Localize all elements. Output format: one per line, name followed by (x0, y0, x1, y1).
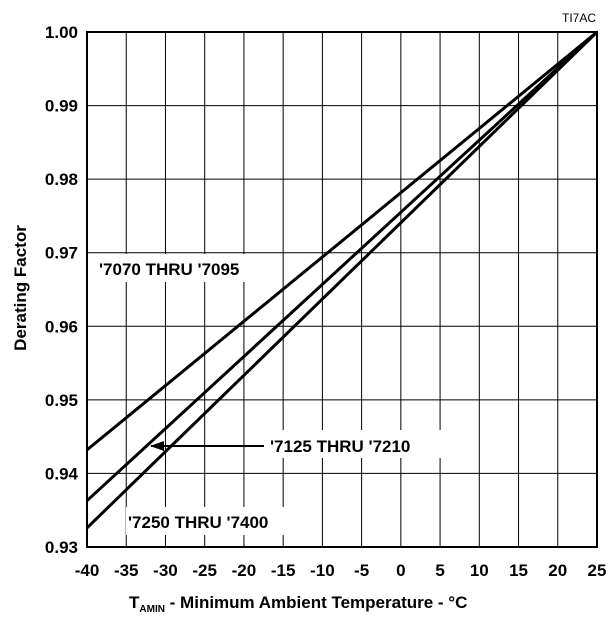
x-tick-label: 10 (470, 561, 489, 580)
x-tick-label: -10 (310, 561, 335, 580)
y-tick-label: 0.93 (45, 538, 78, 557)
x-tick-label: 0 (396, 561, 405, 580)
x-tick-label: -35 (114, 561, 139, 580)
y-tick-label: 1.00 (45, 23, 78, 42)
y-tick-label: 0.95 (45, 391, 78, 410)
series-line-2 (85, 30, 599, 502)
annotation-7250-7400: '7250 THRU '7400 (128, 513, 268, 532)
grid (87, 32, 597, 547)
y-tick-label: 0.97 (45, 244, 78, 263)
x-tick-label: -20 (232, 561, 257, 580)
x-tick-label: 15 (509, 561, 528, 580)
annotation-7125-7210: '7125 THRU '7210 (270, 437, 410, 456)
x-axis-title-main: T (129, 593, 140, 612)
label-background-7125 (266, 430, 462, 458)
x-tick-label: -25 (192, 561, 217, 580)
x-tick-label: -5 (354, 561, 369, 580)
x-tick-label: 20 (548, 561, 567, 580)
label-background-7070 (97, 254, 277, 282)
x-axis-title-rest: - Minimum Ambient Temperature - °C (165, 593, 467, 612)
y-tick-label: 0.99 (45, 97, 78, 116)
y-tick-label: 0.96 (45, 317, 78, 336)
x-tick-label: -30 (153, 561, 178, 580)
series-line-1 (86, 30, 598, 452)
x-axis-title: TAMIN - Minimum Ambient Temperature - °C (129, 593, 467, 615)
x-tick-labels: -40 -35 -30 -25 -20 -15 -10 -5 0 5 10 15 20 25 (75, 561, 607, 580)
x-tick-label: -15 (271, 561, 296, 580)
annotation-7070-7095: '7070 THRU '7095 (99, 260, 239, 279)
x-tick-label: 25 (588, 561, 607, 580)
x-tick-label: 5 (435, 561, 444, 580)
figure-id: TI7AC (562, 11, 596, 25)
label-background-7250 (126, 507, 302, 535)
x-axis-title-subscript: AMIN (139, 604, 165, 615)
x-tick-label: -40 (75, 561, 100, 580)
y-tick-labels: 0.93 0.94 0.95 0.96 0.97 0.98 0.99 1.00 (45, 23, 79, 557)
y-tick-label: 0.94 (45, 464, 79, 483)
y-tick-label: 0.98 (45, 170, 78, 189)
y-axis-title: Derating Factor (11, 225, 30, 351)
plot-frame (86, 31, 598, 548)
